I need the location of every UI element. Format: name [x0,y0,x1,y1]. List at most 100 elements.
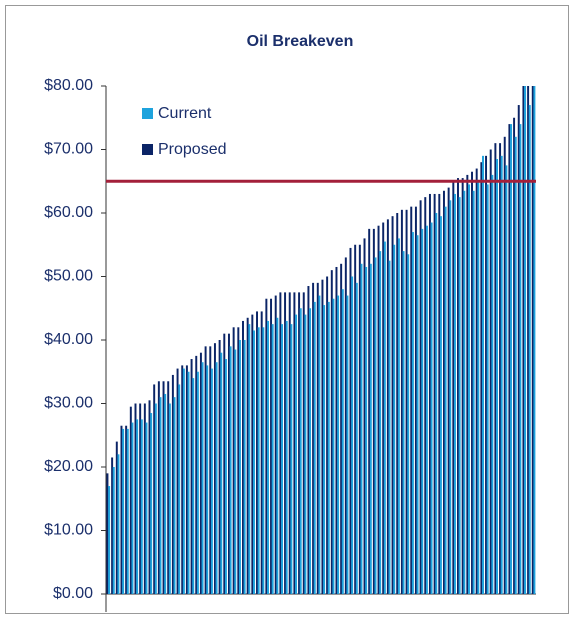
bar [425,225,428,594]
bar [472,190,475,594]
bar [288,292,291,594]
bar [242,320,244,594]
bar [190,359,193,594]
bar [176,368,179,594]
bar [209,346,212,594]
bar [312,282,315,594]
bar [463,190,466,594]
bar [229,346,232,594]
bar [115,441,118,594]
bar [369,263,372,594]
bar [210,368,213,594]
bar [424,197,427,594]
bar [346,295,349,594]
bar [220,352,223,594]
bar [201,362,204,594]
bar [238,340,241,594]
bar [181,365,184,594]
bar [304,314,307,594]
bar [279,292,282,594]
bar [223,333,226,594]
bar [383,241,386,594]
bar [154,403,157,594]
bar [112,467,115,594]
bar [276,317,279,594]
bar [461,178,464,594]
bar [508,124,511,594]
bar [199,352,202,594]
bar [396,213,399,594]
bar [411,232,414,595]
bar [143,403,146,594]
bar [117,454,120,594]
y-tick-label: $50.00 [44,268,93,285]
bar [111,457,114,594]
bar [298,292,301,594]
bar [503,136,506,595]
bar [438,193,441,594]
bar [237,327,240,594]
bar [335,266,338,594]
bar [281,324,284,594]
bar [531,86,534,594]
bar [145,422,148,594]
bar [168,403,171,594]
bar [449,200,452,595]
bar [164,393,167,594]
bar [349,247,352,595]
bar [457,178,459,594]
bar [533,86,536,594]
y-tick-label: $30.00 [44,395,93,412]
bar [323,305,326,594]
bar [262,327,265,594]
bar [309,308,312,594]
bar [321,279,324,594]
bar [467,184,470,595]
bar [368,228,371,594]
bar [206,365,209,594]
bar [136,419,139,594]
bar [344,257,347,594]
bar [192,378,195,594]
bar [499,143,502,594]
bar [365,266,368,594]
bar [140,419,143,594]
bar [129,406,132,594]
bar [340,263,343,594]
bar [274,295,277,594]
bar [159,397,162,594]
bar [428,193,431,594]
bar [173,397,176,594]
bar [162,381,165,594]
legend-swatch [142,108,153,119]
bar [290,324,293,594]
bar [489,149,492,594]
bar [471,171,473,594]
bar [358,244,361,594]
bar [519,124,522,594]
bar [452,181,455,594]
bar [447,187,450,594]
bar [120,425,123,594]
bar [126,428,129,594]
bar [354,244,357,594]
bar [295,314,298,594]
bar [196,371,199,594]
bar [213,343,216,594]
bar [419,200,422,595]
bar [265,298,268,594]
bar [480,162,483,594]
bar [108,486,111,594]
y-tick-label: $70.00 [44,141,93,158]
chart-title: Oil Breakeven [247,33,354,50]
y-tick-label: $60.00 [44,204,93,221]
bar [251,314,254,594]
bar [330,270,333,594]
bar [260,311,263,594]
y-tick-label: $40.00 [44,331,93,348]
bar [195,355,198,594]
bar [341,289,344,594]
bar [391,216,394,595]
bar [439,216,442,595]
